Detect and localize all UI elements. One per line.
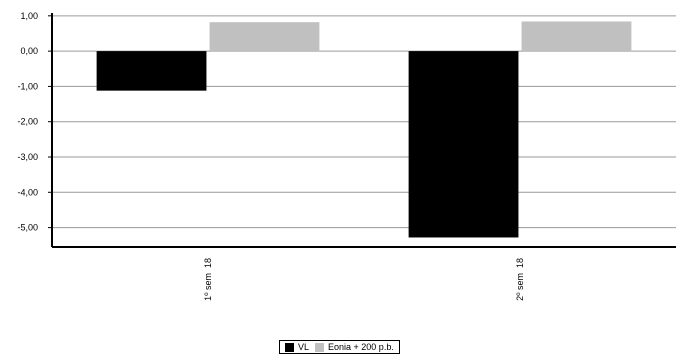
y-tick-label: 0,00 bbox=[20, 46, 38, 56]
legend-label-vl: VL bbox=[298, 342, 310, 352]
bar-eonia-2 bbox=[521, 21, 632, 52]
y-tick-label: -3,00 bbox=[17, 152, 38, 162]
legend: VL Eonia + 200 p.b. bbox=[279, 340, 400, 354]
y-tick-label: -5,00 bbox=[17, 223, 38, 233]
bar-vl-2 bbox=[408, 51, 519, 238]
y-axis-ticks: 1,00 0,00 -1,00 -2,00 -3,00 -4,00 -5,00 bbox=[17, 11, 52, 233]
y-tick-label: -2,00 bbox=[17, 117, 38, 127]
bar-eonia-1 bbox=[209, 22, 320, 52]
bars bbox=[96, 21, 632, 238]
legend-item-vl: VL bbox=[285, 342, 309, 352]
x-axis-categories: 1º sem 18 2º sem 18 bbox=[203, 258, 525, 301]
legend-swatch-eonia bbox=[315, 342, 325, 352]
y-tick-label: 1,00 bbox=[20, 11, 38, 21]
legend-label-eonia: Eonia + 200 p.b. bbox=[328, 342, 394, 352]
legend-swatch-vl bbox=[285, 342, 294, 352]
axes bbox=[51, 13, 676, 248]
legend-item-eonia: Eonia + 200 p.b. bbox=[315, 342, 394, 352]
y-tick-label: -4,00 bbox=[17, 187, 38, 197]
y-tick-label: -1,00 bbox=[17, 81, 38, 91]
x-category-label: 1º sem 18 bbox=[203, 258, 213, 301]
bar-vl-1 bbox=[96, 51, 207, 91]
x-category-label: 2º sem 18 bbox=[515, 258, 525, 301]
